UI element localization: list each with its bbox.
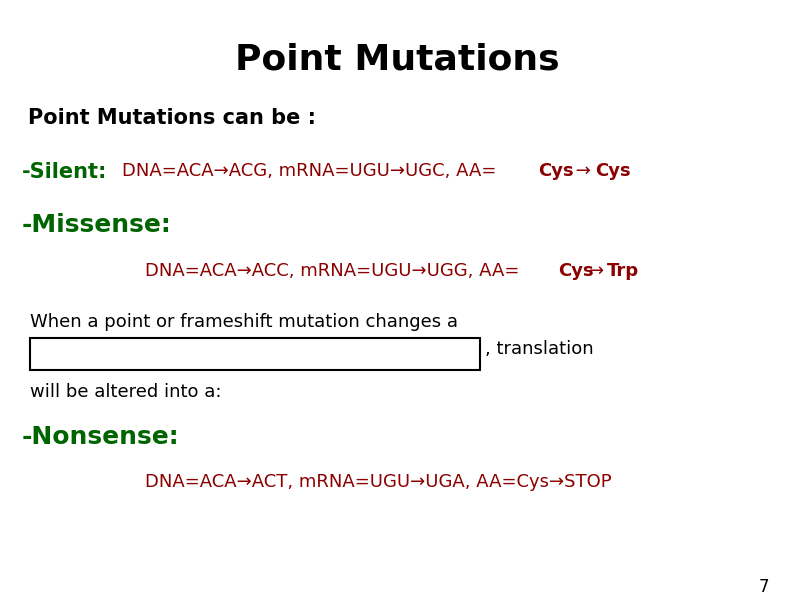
Text: -Silent:: -Silent: [22,162,107,182]
Text: Trp: Trp [607,262,639,280]
Text: DNA=ACA→ACG, mRNA=UGU→UGC, AA=: DNA=ACA→ACG, mRNA=UGU→UGC, AA= [122,162,496,180]
Text: DNA=ACA→ACC, mRNA=UGU→UGG, AA=: DNA=ACA→ACC, mRNA=UGU→UGG, AA= [145,262,519,280]
Text: -Missense:: -Missense: [22,213,172,237]
Text: →: → [570,162,591,180]
Text: Point Mutations: Point Mutations [235,42,559,76]
Text: DNA=ACA→ACT, mRNA=UGU→UGA, AA=Cys→STOP: DNA=ACA→ACT, mRNA=UGU→UGA, AA=Cys→STOP [145,473,611,491]
Text: →: → [589,262,610,280]
Text: Cys: Cys [558,262,594,280]
Text: Cys: Cys [538,162,573,180]
Text: -Nonsense:: -Nonsense: [22,425,179,449]
Text: will be altered into a:: will be altered into a: [30,383,222,401]
Text: 7: 7 [758,578,769,595]
Text: When a point or frameshift mutation changes a: When a point or frameshift mutation chan… [30,313,458,331]
Bar [30,338,480,370]
Text: Point Mutations can be :: Point Mutations can be : [28,108,316,128]
Text: Cys: Cys [595,162,630,180]
Text: , translation: , translation [485,340,594,358]
